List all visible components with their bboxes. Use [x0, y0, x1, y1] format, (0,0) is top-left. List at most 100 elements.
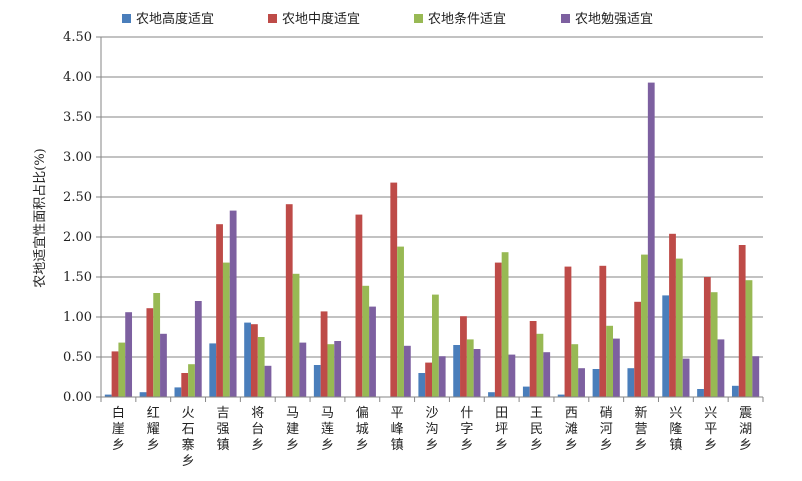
legend-label: 农地高度适宜	[136, 11, 214, 27]
bar	[508, 354, 516, 397]
legend-label: 农地中度适宜	[282, 11, 360, 27]
bar	[543, 352, 551, 397]
bar	[111, 351, 119, 397]
bar	[710, 292, 718, 397]
legend-swatch	[414, 14, 423, 23]
bar	[682, 358, 690, 397]
bar	[557, 394, 565, 397]
bar	[703, 277, 711, 397]
bars	[104, 82, 760, 397]
bar	[285, 204, 293, 397]
bar	[613, 338, 620, 397]
x-tick-label: 红耀乡	[147, 405, 160, 453]
bar	[334, 341, 342, 397]
bar	[403, 345, 411, 397]
bar	[362, 285, 370, 397]
bar	[675, 258, 683, 397]
bar	[425, 362, 432, 397]
bar	[438, 356, 446, 397]
bar	[634, 301, 642, 397]
bar	[501, 252, 509, 397]
bar	[181, 373, 189, 397]
x-axis-ticks: 白崖乡 红耀乡 火石寨乡 吉强镇 将台乡 马建乡 马莲乡 偏城乡 平峰镇 沙沟乡 什字乡 田坪乡 王民乡…	[100, 397, 764, 469]
y-tick-label: 2.00	[63, 230, 92, 245]
x-tick-label: 什字乡	[460, 406, 473, 453]
y-tick-label: 4.00	[63, 70, 92, 85]
bar	[222, 262, 230, 397]
bar	[194, 301, 202, 397]
bar	[488, 392, 495, 397]
bar	[453, 345, 461, 397]
x-tick-label: 将台乡	[251, 406, 264, 453]
bar	[460, 316, 467, 397]
bar	[174, 387, 182, 397]
x-tick-label: 沙沟乡	[425, 406, 438, 453]
x-tick-label: 硝河乡	[600, 406, 613, 453]
bar	[299, 342, 307, 397]
bar	[229, 210, 237, 397]
x-tick-label: 震湖乡	[739, 406, 752, 453]
x-tick-label: 马建乡	[286, 406, 299, 453]
y-tick-label: 1.00	[63, 310, 92, 325]
x-tick-label: 兴平乡	[704, 406, 717, 453]
bar	[494, 262, 502, 397]
y-tick-label: 2.50	[63, 190, 92, 205]
y-tick-label: 4.50	[63, 30, 92, 45]
bar	[390, 182, 398, 397]
bar	[697, 389, 704, 397]
x-tick-label: 火石寨乡	[182, 406, 195, 469]
x-tick-label: 兴隆镇	[669, 406, 682, 453]
bar	[188, 364, 195, 397]
legend-swatch	[561, 14, 570, 23]
x-tick-label: 吉强镇	[216, 406, 229, 453]
y-tick-label: 3.00	[63, 150, 92, 165]
x-tick-label: 平峰镇	[391, 406, 404, 453]
bar	[745, 280, 753, 397]
bar	[662, 295, 670, 397]
bar	[104, 394, 112, 397]
x-tick-label: 王民乡	[530, 406, 543, 453]
bar	[292, 273, 300, 397]
bar	[313, 365, 321, 397]
bar	[397, 246, 404, 397]
legend-label: 农地条件适宜	[428, 11, 506, 27]
bar	[118, 342, 126, 397]
bar	[369, 306, 376, 397]
y-axis-ticks: 0.00 0.50 1.00 1.50 2.00 2.50 3.00 3.50 4.00 4.50	[63, 30, 101, 405]
bar	[522, 386, 530, 397]
bar	[216, 224, 223, 397]
bar	[647, 82, 655, 397]
bar	[432, 294, 439, 397]
bar	[641, 254, 648, 397]
bar	[264, 365, 272, 397]
legend: 农地高度适宜 农地中度适宜 农地条件适宜 农地勉强适宜	[122, 11, 653, 27]
gridlines	[101, 36, 763, 358]
bar	[466, 339, 474, 397]
bar	[536, 333, 544, 397]
y-tick-label: 3.50	[63, 110, 92, 125]
bar	[146, 308, 154, 397]
bar	[320, 311, 328, 397]
bar	[738, 245, 746, 397]
legend-swatch	[268, 14, 277, 23]
bar	[139, 392, 147, 397]
y-tick-label: 0.00	[63, 390, 92, 405]
x-tick-label: 新营乡	[635, 405, 648, 453]
bar	[571, 344, 579, 397]
bar	[592, 369, 600, 397]
x-tick-label: 田坪乡	[495, 406, 508, 453]
bar	[606, 325, 614, 397]
x-tick-label: 马莲乡	[321, 406, 334, 453]
bar	[627, 368, 635, 397]
legend-swatch	[122, 14, 131, 23]
x-tick-label: 偏城乡	[356, 406, 369, 453]
y-tick-label: 1.50	[63, 270, 92, 285]
bar	[752, 356, 760, 397]
bar	[244, 322, 251, 397]
bar	[564, 266, 572, 397]
bar	[355, 214, 363, 397]
x-tick-label: 白崖乡	[112, 405, 125, 453]
bar	[473, 349, 481, 397]
bar	[418, 373, 426, 397]
